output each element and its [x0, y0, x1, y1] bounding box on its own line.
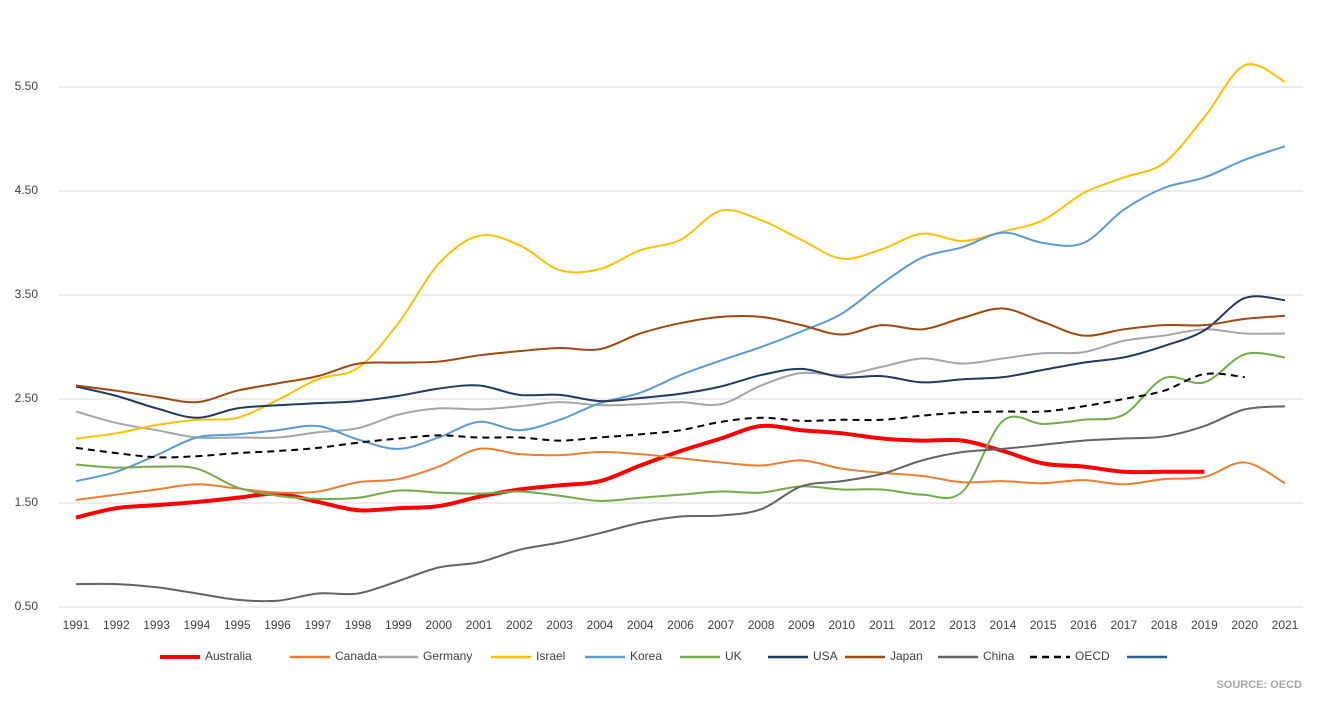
legend-label: Australia	[205, 649, 252, 663]
series-line	[75, 145, 1286, 483]
legend-label: Japan	[890, 649, 923, 663]
y-tick-label: 1.50	[15, 495, 39, 509]
x-tick-label: 2013	[949, 618, 976, 632]
x-tick-label: 1991	[63, 618, 90, 632]
x-tick-label: 1995	[224, 618, 251, 632]
x-tick-label: 2015	[1030, 618, 1057, 632]
x-tick-label: 2008	[748, 618, 775, 632]
series-line	[75, 307, 1286, 404]
x-tick-label: 2016	[1070, 618, 1097, 632]
series-line	[75, 447, 1286, 501]
source: SOURCE: OECD	[1216, 679, 1302, 691]
x-tick-label: 2003	[546, 618, 573, 632]
x-tick-label: 2021	[1272, 618, 1299, 632]
series-line	[75, 405, 1286, 603]
legend-label: Israel	[536, 649, 565, 663]
x-tick-label: 1993	[143, 618, 170, 632]
series-line	[75, 372, 1245, 459]
x-tick-label: 2012	[909, 618, 936, 632]
y-tick-label: 0.50	[15, 599, 39, 613]
x-tick-label: 2009	[788, 618, 815, 632]
legend-label: USA	[813, 649, 838, 663]
legend-label: OECD	[1075, 649, 1110, 663]
y-tick-label: 4.50	[15, 183, 39, 197]
x-tick-label: 2018	[1151, 618, 1178, 632]
series-line	[75, 63, 1286, 440]
y-tick-label: 3.50	[15, 287, 39, 301]
x-tick-label: 1996	[264, 618, 291, 632]
legend-label: China	[983, 649, 1015, 663]
x-tick-label: 2017	[1110, 618, 1137, 632]
series-line	[75, 423, 1205, 520]
x-tick-label: 1992	[103, 618, 130, 632]
x-tick-label: 2000	[425, 618, 452, 632]
x-tick-label: 2011	[869, 618, 895, 632]
legend-label: Canada	[335, 649, 377, 663]
series-line	[75, 295, 1286, 419]
x-tick-label: 2004	[587, 618, 614, 632]
x-tick-label: 1998	[345, 618, 372, 632]
x-tick-label: 2007	[707, 618, 734, 632]
x-tick-label: 2004	[627, 618, 654, 632]
x-tick-label: 2002	[506, 618, 533, 632]
legend-label: Korea	[630, 649, 662, 663]
x-tick-label: 1997	[304, 618, 331, 632]
series-line	[75, 328, 1286, 440]
x-tick-label: 2019	[1191, 618, 1218, 632]
x-tick-label: 2006	[667, 618, 694, 632]
x-tick-label: 1999	[385, 618, 412, 632]
series-line	[75, 351, 1286, 502]
x-tick-label: 1994	[184, 618, 211, 632]
legend-label: UK	[725, 649, 742, 663]
x-tick-label: 2010	[828, 618, 855, 632]
x-tick-label: 2014	[990, 618, 1017, 632]
x-tick-label: 2001	[466, 618, 493, 632]
legend-label: Germany	[423, 649, 472, 663]
y-tick-label: 2.50	[15, 391, 39, 405]
x-tick-label: 2020	[1231, 618, 1258, 632]
y-tick-label: 5.50	[15, 79, 39, 93]
